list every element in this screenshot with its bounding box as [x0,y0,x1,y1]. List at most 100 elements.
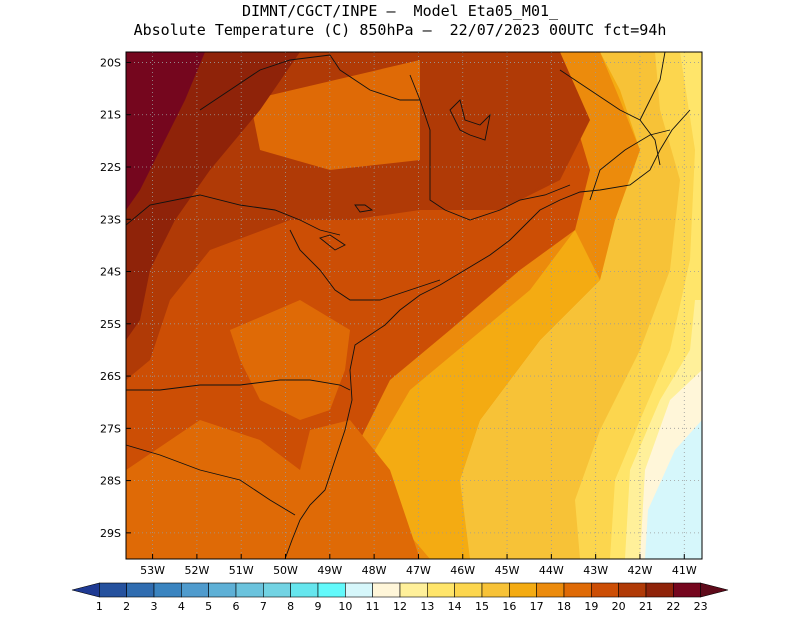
lon-label: 47W [406,564,431,577]
colorbar-swatch [235,582,264,598]
graticule [126,52,702,559]
chart-title-line2: Absolute Temperature (C) 850hPa — 22/07/… [133,21,667,39]
region-19-central [230,300,350,420]
colorbar-swatch [481,582,510,598]
colorbar-label: 5 [205,600,212,613]
lat-label: 28S [100,475,121,488]
colorbar-label: 3 [151,600,158,613]
colorbar-label: 22 [666,600,680,613]
region-21-ne-patch [495,110,565,200]
lon-label: 53W [140,564,165,577]
state-border-8 [639,51,666,121]
lat-label: 24S [100,266,121,279]
colorbar-label: 1 [96,600,103,613]
lon-label: 43W [583,564,608,577]
colorbar-label: 8 [287,600,294,613]
colorbar-swatch [591,582,619,598]
lat-label: 22S [100,161,121,174]
lon-label: 48W [362,564,387,577]
latitude-ticks: 20S 21S 22S 23S 24S 25S 26S 27S 28S 29S [100,56,131,540]
colorbar: 1 2 3 4 5 6 7 8 9 10 11 12 13 14 15 16 17 18 19 20 21 22 23 [71,582,729,613]
colorbar-label: 10 [338,600,352,613]
colorbar-label: 4 [178,600,185,613]
lon-label: 44W [539,564,564,577]
colorbar-arrow-low [71,582,100,598]
colorbar-label: 13 [420,600,434,613]
colorbar-label: 9 [315,600,322,613]
colorbar-swatch [563,582,592,598]
temperature-field [126,52,702,559]
colorbar-label: 20 [612,600,626,613]
colorbar-label: 12 [393,600,407,613]
reservoir-1 [449,99,491,141]
colorbar-label: 23 [694,600,708,613]
lon-label: 42W [628,564,653,577]
colorbar-swatch [263,582,291,598]
colorbar-label: 21 [639,600,653,613]
colorbar-label: 18 [557,600,571,613]
lon-label: 50W [273,564,298,577]
state-border-10 [589,129,671,201]
colorbar-label: 2 [123,600,130,613]
colorbar-label: 11 [366,600,380,613]
colorbar-swatch [618,582,647,598]
colorbar-swatch [317,582,346,598]
lon-label: 45W [495,564,520,577]
lat-label: 20S [100,56,121,69]
state-border-2 [289,229,441,301]
colorbar-label: 7 [260,600,267,613]
colorbar-swatch [99,582,127,598]
reservoir-2 [319,234,346,251]
colorbar-label: 17 [530,600,544,613]
coastline-borders [125,51,691,560]
colorbar-swatch [509,582,537,598]
lon-label: 46W [450,564,475,577]
colorbar-label: 14 [448,600,462,613]
lon-label: 41W [672,564,697,577]
state-border-9 [199,54,331,111]
colorbar-label: 19 [584,600,598,613]
chart-title-line1: DIMNT/CGCT/INPE — Model Eta05_M01_ [241,2,559,20]
colorbar-swatch [399,582,428,598]
colorbar-label: 6 [233,600,240,613]
region-17 [375,230,600,559]
lat-label: 26S [100,370,121,383]
lat-label: 27S [100,422,121,435]
region-21 [126,52,590,380]
state-border-5 [409,74,571,221]
colorbar-swatch [372,582,401,598]
coastline [284,109,691,560]
lat-label: 23S [100,213,121,226]
lat-label: 25S [100,318,121,331]
colorbar-swatch [345,582,373,598]
region-23 [126,52,205,210]
map-frame [125,51,703,560]
lon-label: 49W [317,564,342,577]
colorbar-swatch [126,582,155,598]
colorbar-arrow-high [700,582,729,598]
colorbar-swatch [673,582,701,598]
colorbar-swatch [181,582,209,598]
state-border-1 [125,194,341,236]
state-border-7 [559,69,661,166]
lon-label: 52W [184,564,209,577]
lon-label: 51W [229,564,254,577]
region-19-south [126,420,420,559]
colorbar-swatch [454,582,483,598]
state-border-4 [125,444,296,516]
lat-label: 21S [100,109,121,122]
region-10 [645,420,702,559]
colorbar-swatch [290,582,319,598]
lat-label: 29S [100,527,121,540]
state-border-6 [329,54,420,101]
colorbar-swatch [208,582,237,598]
colorbar-swatch [536,582,565,598]
longitude-ticks: 53W 52W 51W 50W 49W 48W 47W 46W 45W 44W 43W 42W 41W [140,554,697,577]
colorbar-label: 15 [475,600,489,613]
colorbar-swatch [427,582,455,598]
colorbar-swatch [645,582,674,598]
state-border-3 [126,379,351,391]
colorbar-label: 16 [502,600,516,613]
colorbar-swatch [153,582,182,598]
